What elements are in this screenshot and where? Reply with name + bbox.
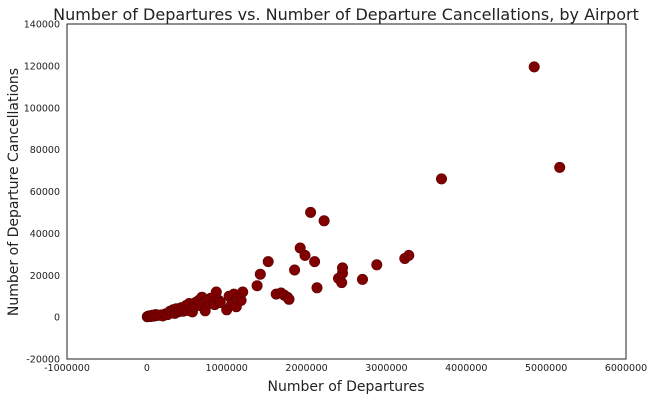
data-point: [336, 262, 348, 274]
data-point: [356, 273, 368, 285]
y-tick-label: -20000: [26, 355, 60, 366]
data-point: [283, 293, 295, 305]
data-point: [251, 280, 263, 292]
data-point: [214, 296, 226, 308]
data-point: [309, 256, 321, 268]
data-point: [318, 215, 330, 227]
plot-area: [66, 23, 627, 360]
data-point: [289, 264, 301, 276]
x-tick-label: 2000000: [285, 363, 327, 374]
y-tick-label: 0: [54, 313, 60, 324]
data-point: [528, 61, 540, 73]
y-tick-label: 120000: [24, 61, 60, 72]
data-point: [435, 173, 447, 185]
data-point: [305, 206, 317, 218]
chart-title: Number of Departures vs. Number of Depar…: [53, 5, 639, 24]
x-tick-label: 3000000: [365, 363, 407, 374]
y-tick-label: 40000: [30, 229, 60, 240]
x-axis-label: Number of Departures: [268, 379, 425, 395]
data-point: [554, 161, 566, 173]
x-tick-label: 0: [144, 363, 150, 374]
y-tick-label: 140000: [24, 20, 60, 31]
data-point: [403, 249, 415, 261]
data-point: [262, 256, 274, 268]
data-point: [237, 286, 249, 298]
data-point: [254, 268, 266, 280]
x-axis-ticks: -1000000 0 1000000 2000000 3000000 4000000 500…: [44, 363, 647, 374]
y-axis-ticks: -20000 0 20000 40000 60000 80000 100000 120000 1…: [24, 20, 60, 366]
data-point: [371, 259, 383, 271]
data-point: [336, 277, 348, 289]
y-axis-label: Number of Departure Cancellations: [6, 68, 22, 316]
plot-frame: [66, 23, 627, 360]
y-tick-label: 20000: [30, 271, 60, 282]
data-point: [299, 249, 311, 261]
y-tick-label: 100000: [24, 103, 60, 114]
x-tick-label: 1000000: [206, 363, 248, 374]
x-tick-label: -1000000: [44, 363, 90, 374]
x-tick-label: 5000000: [525, 363, 567, 374]
data-point: [311, 282, 323, 294]
x-tick-label: 6000000: [605, 363, 647, 374]
data-points: [141, 61, 566, 323]
x-tick-label: 4000000: [445, 363, 487, 374]
y-tick-label: 60000: [30, 187, 60, 198]
y-tick-label: 80000: [30, 145, 60, 156]
